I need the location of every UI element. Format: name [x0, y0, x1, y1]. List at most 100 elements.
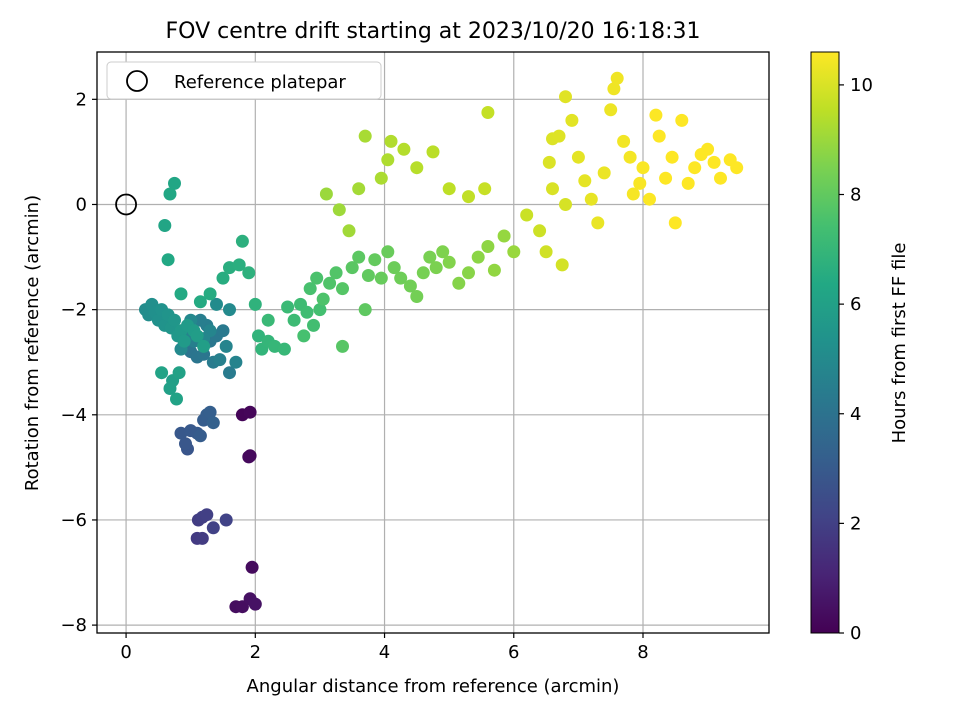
- data-point: [242, 266, 256, 280]
- data-point: [675, 113, 689, 127]
- data-point: [206, 521, 220, 535]
- data-point: [336, 339, 349, 353]
- data-point: [668, 216, 682, 230]
- data-point: [681, 176, 695, 190]
- data-point: [374, 171, 388, 185]
- data-point: [177, 334, 191, 348]
- data-point: [307, 318, 320, 332]
- data-point: [436, 245, 450, 259]
- data-point: [539, 245, 553, 259]
- data-point: [248, 297, 262, 311]
- data-point: [235, 234, 249, 248]
- data-point: [316, 292, 330, 306]
- data-point: [190, 329, 204, 343]
- data-point: [179, 437, 192, 451]
- data-point: [193, 429, 207, 443]
- data-point: [223, 366, 236, 380]
- data-point: [559, 90, 572, 104]
- data-point: [352, 250, 366, 264]
- data-point: [546, 182, 559, 196]
- data-point: [193, 295, 207, 309]
- data-point: [555, 258, 569, 272]
- data-point: [358, 129, 372, 143]
- data-point: [471, 250, 485, 264]
- data-point: [423, 250, 437, 264]
- data-point: [462, 266, 475, 280]
- data-point: [352, 182, 366, 196]
- data-point: [303, 282, 317, 296]
- data-point: [281, 300, 295, 314]
- data-point: [323, 276, 337, 290]
- x-tick-label: 4: [379, 642, 390, 663]
- legend-label-reference-platepar: Reference platepar: [174, 72, 346, 93]
- data-point: [397, 142, 411, 156]
- data-point: [245, 560, 259, 574]
- data-point: [542, 155, 556, 169]
- data-point: [310, 271, 324, 285]
- colorbar-tick-label: 10: [850, 75, 873, 96]
- data-point: [168, 313, 181, 327]
- data-point: [195, 531, 209, 545]
- y-tick-label: −2: [60, 300, 87, 321]
- chart-title: FOV centre drift starting at 2023/10/20 …: [166, 19, 701, 44]
- data-point: [714, 171, 727, 185]
- data-point: [559, 198, 572, 211]
- data-point: [216, 324, 230, 338]
- x-axis-label: Angular distance from reference (arcmin): [247, 676, 620, 697]
- data-point: [497, 229, 511, 243]
- data-point: [229, 355, 243, 369]
- colorbar-tick-label: 8: [850, 185, 861, 206]
- data-point: [659, 171, 673, 185]
- data-point: [206, 416, 220, 430]
- data-point: [462, 190, 475, 204]
- points-layer: [139, 71, 744, 614]
- data-point: [242, 450, 256, 464]
- y-tick-label: 2: [76, 89, 87, 110]
- legend-box: [106, 61, 382, 100]
- data-point: [170, 392, 183, 406]
- y-tick-label: −8: [60, 615, 87, 636]
- x-tick-label: 6: [508, 642, 519, 663]
- data-point: [384, 134, 398, 148]
- data-point: [381, 153, 395, 167]
- data-point: [163, 382, 177, 395]
- data-point: [584, 192, 598, 206]
- data-point: [358, 303, 372, 317]
- data-point: [158, 219, 172, 232]
- data-point: [643, 192, 656, 206]
- data-point: [649, 108, 663, 122]
- data-point: [345, 261, 359, 275]
- y-tick-label: 0: [76, 194, 87, 215]
- data-point: [161, 253, 175, 267]
- colorbar-tick-label: 4: [850, 404, 861, 425]
- x-tick-label: 2: [250, 642, 261, 663]
- colorbar-tick-label: 0: [850, 623, 861, 644]
- data-point: [452, 276, 466, 290]
- data-point: [565, 113, 579, 127]
- colorbar-tick-label: 2: [850, 513, 861, 534]
- data-point: [277, 342, 291, 356]
- data-point: [623, 150, 637, 164]
- data-point: [403, 279, 417, 293]
- data-point: [219, 513, 233, 527]
- ticks-layer: 0 2 4 6 8 −8 −6 −4 −2 0 2: [60, 89, 648, 663]
- data-point: [416, 266, 430, 280]
- data-point: [232, 258, 246, 272]
- data-point: [200, 508, 214, 522]
- data-point: [243, 405, 257, 419]
- data-point: [730, 161, 744, 175]
- data-point: [520, 208, 534, 222]
- data-point: [610, 71, 624, 85]
- data-point: [329, 266, 343, 280]
- data-point: [481, 106, 495, 119]
- x-tick-label: 8: [637, 642, 648, 663]
- data-point: [487, 263, 501, 277]
- data-point: [410, 161, 424, 175]
- data-point: [426, 145, 440, 159]
- data-point: [313, 303, 327, 317]
- plot-frame: [96, 51, 770, 634]
- data-point: [652, 129, 666, 143]
- data-point: [174, 287, 188, 301]
